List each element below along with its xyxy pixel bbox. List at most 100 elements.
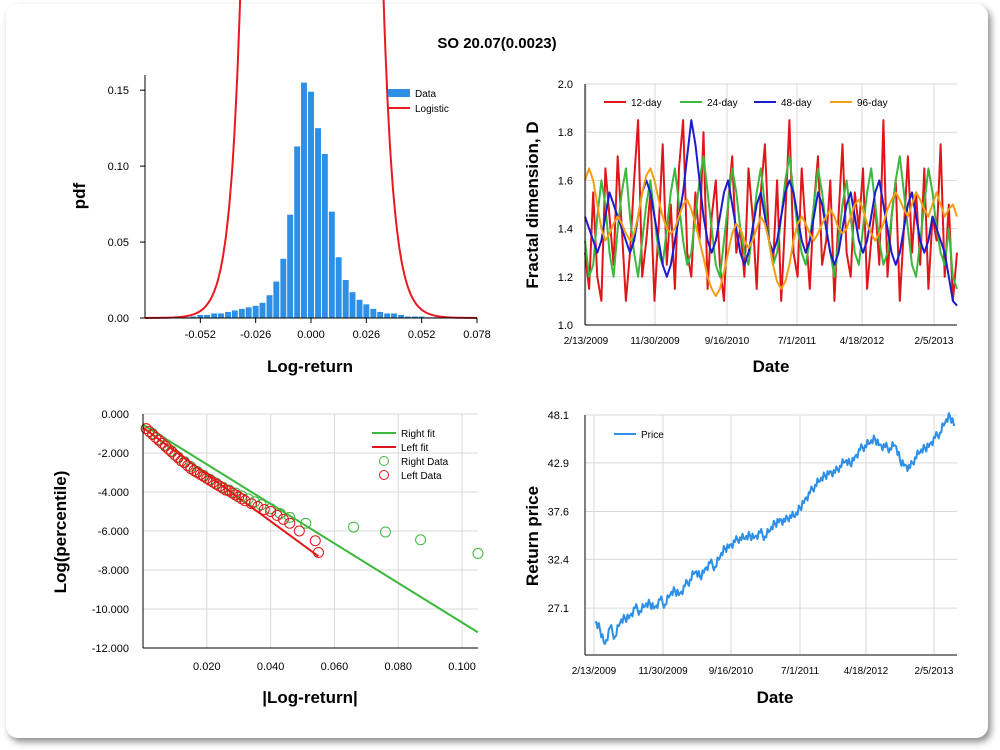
x-tick-label: 0.080 xyxy=(384,661,412,673)
left-data-point xyxy=(239,495,251,507)
series-line-96-day xyxy=(584,167,958,298)
legend-label-price: Price xyxy=(641,430,664,441)
left-data-point xyxy=(194,468,206,480)
chart-title: SO 20.07(0.0023) xyxy=(437,35,556,52)
y-tick-label: -10.000 xyxy=(92,604,129,616)
legend-label-12-day: 12-day xyxy=(631,98,662,109)
hist-bar xyxy=(418,316,425,318)
y-tick-label: 1.6 xyxy=(558,175,573,187)
hist-bar xyxy=(252,305,259,318)
y-tick-label: 0.05 xyxy=(108,237,129,249)
hist-bar xyxy=(349,292,356,318)
y-tick-label: 0.10 xyxy=(108,161,129,173)
left-data-point xyxy=(226,487,238,499)
x-tick-label: 4/18/2012 xyxy=(844,666,889,677)
left-data-point xyxy=(201,472,213,484)
hist-bar xyxy=(391,313,397,318)
left-data-point xyxy=(236,493,248,505)
legend-label-48-day: 48-day xyxy=(781,98,812,109)
left-data-point xyxy=(140,423,152,435)
left-data-point xyxy=(210,478,222,490)
x-tick-label: 2/5/2013 xyxy=(915,666,954,677)
left-data-point xyxy=(312,546,324,558)
legend-label-right-fit: Right fit xyxy=(401,429,435,440)
hist-bar xyxy=(245,307,252,318)
right-data-point xyxy=(415,534,427,546)
legend-label-96-day: 96-day xyxy=(857,98,888,109)
x-tick-label: 0.040 xyxy=(257,661,285,673)
y-tick-label: 1.0 xyxy=(558,320,573,332)
left-data-point xyxy=(166,446,178,458)
y-tick-label: 2.0 xyxy=(558,79,573,91)
right-data-point xyxy=(265,503,277,515)
left-data-point xyxy=(169,449,181,461)
x-tick-label: 0.100 xyxy=(448,661,476,673)
left-data-point xyxy=(188,465,200,477)
series-line-12-day xyxy=(584,119,958,302)
hist-bar xyxy=(411,316,418,318)
hist-bar xyxy=(218,313,224,318)
y-tick-label: 0.15 xyxy=(108,85,129,97)
x-tick-label: 9/16/2010 xyxy=(705,336,750,347)
x-tick-label: 0.026 xyxy=(353,329,381,341)
x-tick-label: 2/13/2009 xyxy=(564,336,609,347)
x-tick-label: 7/1/2011 xyxy=(781,666,820,677)
left-data-point xyxy=(245,498,257,510)
y-tick-label: 1.2 xyxy=(558,272,573,284)
x-tick-label: 0.052 xyxy=(408,329,436,341)
y-tick-label: -6.000 xyxy=(98,526,129,538)
y-tick-label: 0.000 xyxy=(101,409,129,421)
y-tick-label: 48.1 xyxy=(548,410,569,422)
hist-bar xyxy=(294,146,301,318)
left-data-point xyxy=(223,485,235,497)
hist-bar xyxy=(266,295,273,318)
hist-bar xyxy=(356,299,363,318)
hist-bar xyxy=(190,316,197,318)
hist-bar xyxy=(384,313,391,318)
x-tick-label: 9/16/2010 xyxy=(709,666,754,677)
y-tick-label: 27.1 xyxy=(548,603,569,615)
y-tick-label: 32.4 xyxy=(548,554,569,566)
right-data-point xyxy=(284,511,296,523)
left-data-point xyxy=(198,470,210,482)
x-tick-label: 11/30/2009 xyxy=(630,336,680,347)
hist-bar xyxy=(273,281,280,318)
left-data-point xyxy=(178,457,190,469)
price-line xyxy=(594,412,955,645)
left-data-point xyxy=(271,509,283,521)
hist-bar xyxy=(197,314,204,318)
left-data-point xyxy=(230,489,242,501)
left-data-point xyxy=(293,525,305,537)
hist-bar xyxy=(287,214,294,318)
x-tick-label: 0.020 xyxy=(193,661,221,673)
hist-bar xyxy=(280,258,287,318)
hist-bar xyxy=(315,128,321,318)
left-data-point xyxy=(204,474,216,486)
x-tick-label: 11/30/2009 xyxy=(638,666,688,677)
legend-swatch-right-data xyxy=(379,456,389,466)
y-tick-label: -2.000 xyxy=(98,448,129,460)
left-data-point xyxy=(265,506,277,517)
hist-bar xyxy=(377,311,384,318)
fractal-dimension-panel: 1.0 1.2 1.4 1.6 1.8 2.0 2/13/2009 11/30/2009 9/1… xyxy=(523,79,958,376)
right-data-point xyxy=(472,547,484,559)
hist-bar xyxy=(404,316,411,318)
hist-bar xyxy=(328,211,335,318)
hist-bar xyxy=(259,302,266,318)
left-data-point xyxy=(214,480,226,492)
x-axis-title: Date xyxy=(757,688,794,707)
x-axis-title: |Log-return| xyxy=(262,688,357,707)
y-tick-label: -4.000 xyxy=(98,487,129,499)
left-data-point xyxy=(156,437,168,449)
hist-bar xyxy=(308,91,314,318)
x-tick-label: -0.052 xyxy=(185,329,216,341)
hist-bar xyxy=(211,313,218,318)
left-data-point xyxy=(191,467,203,478)
x-tick-label: 2/13/2009 xyxy=(572,666,617,677)
x-tick-label: 7/1/2011 xyxy=(778,336,817,347)
left-data-point xyxy=(143,426,155,438)
right-fit-line xyxy=(142,423,479,634)
hist-bar xyxy=(231,310,238,318)
hist-bar xyxy=(335,257,342,318)
